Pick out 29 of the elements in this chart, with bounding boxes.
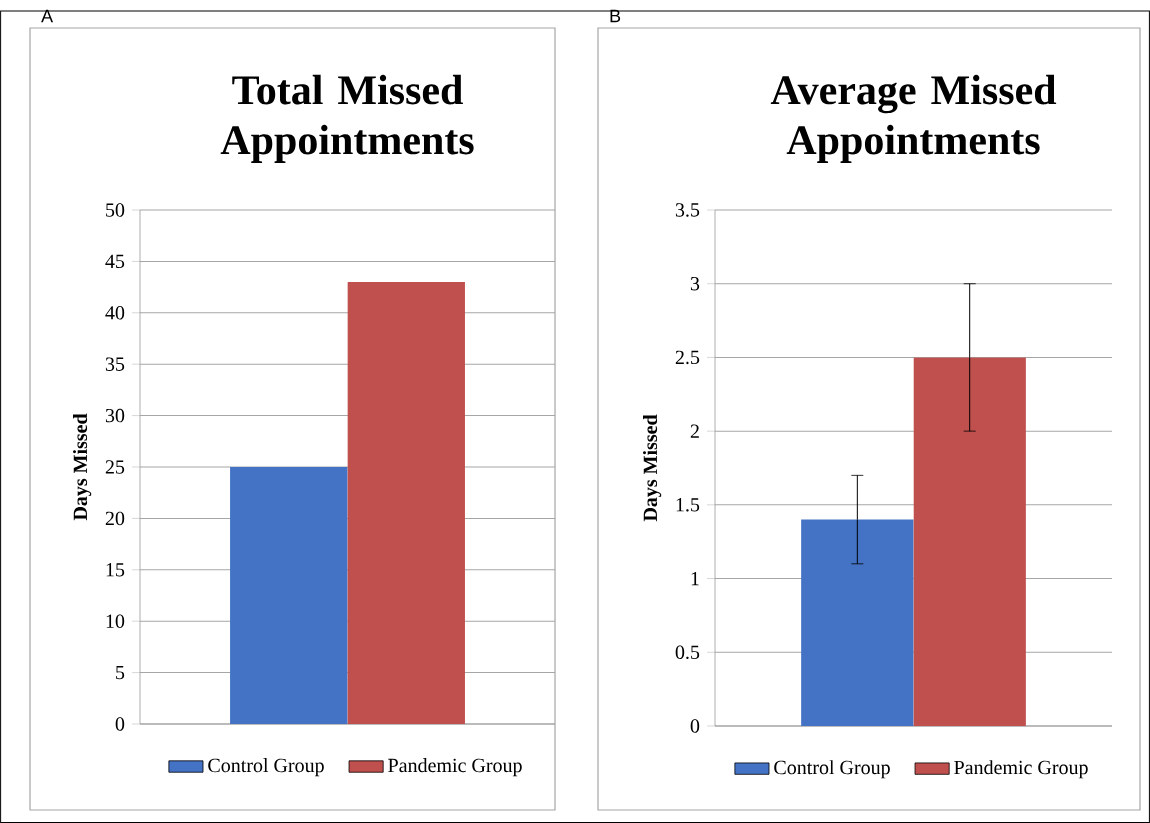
y-tick-label: 0 xyxy=(690,719,700,733)
y-tick-label: 35 xyxy=(105,357,125,371)
y-tick-label: 3.5 xyxy=(675,203,700,217)
legend-label: Control Group xyxy=(774,760,890,779)
y-tick-label: 45 xyxy=(105,254,125,269)
y-tick-label: 30 xyxy=(105,408,125,423)
y-tick-label: 10 xyxy=(106,614,125,628)
y-tick-label: 15 xyxy=(106,563,125,577)
y-tick-label: 50 xyxy=(106,203,125,217)
y-tick-label: 1 xyxy=(691,571,699,586)
chart-title: Total Missed Appointments xyxy=(220,74,474,163)
legend-label: Control Group xyxy=(208,758,324,777)
y-tick-label: 1.5 xyxy=(676,498,700,512)
y-tick-label: 0 xyxy=(115,717,125,731)
chart-title: Average Missed Appointments xyxy=(770,74,1057,163)
text: B xyxy=(610,9,621,23)
y-tick-label: 25 xyxy=(105,460,125,474)
y-tick-label: 0.5 xyxy=(675,645,700,660)
legend-label: Pandemic Group xyxy=(954,760,1088,779)
y-tick-label: 5 xyxy=(116,665,125,680)
y-tick-label: 2.5 xyxy=(675,350,700,365)
y-tick-label: 40 xyxy=(105,306,125,320)
y-tick-label: 3 xyxy=(690,276,700,291)
text: A xyxy=(41,9,54,23)
y-axis-title: Days Missed xyxy=(643,414,662,522)
y-tick-label: 20 xyxy=(105,511,125,526)
y-tick-label: 2 xyxy=(690,424,699,438)
y-axis-title: Days Missed xyxy=(73,413,92,521)
legend-label: Pandemic Group xyxy=(388,758,522,777)
